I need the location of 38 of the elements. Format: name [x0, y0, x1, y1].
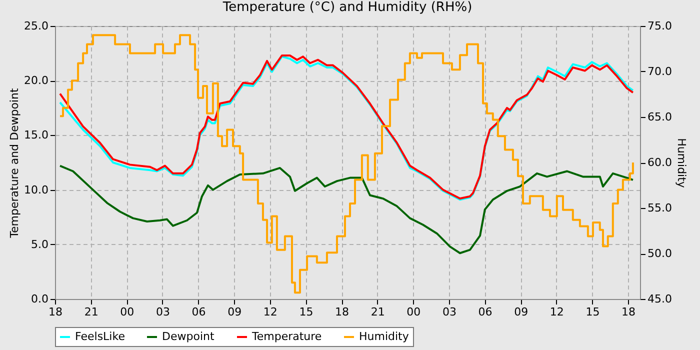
y2-tick-label: 45.0 [648, 292, 672, 306]
x-tick-label: 12 [263, 306, 278, 318]
chart-title: Temperature (°C) and Humidity (RH%) [222, 0, 472, 15]
y-axis-title: Temperature and Dewpoint [8, 87, 22, 239]
y2-axis-title: Humidity [674, 138, 688, 188]
y-tick-label: 0.0 [31, 292, 48, 306]
y2-tick-label: 50.0 [648, 247, 672, 260]
x-tick-label: 12 [550, 306, 564, 318]
y-tick-label: 5.0 [31, 238, 48, 251]
x-tick-label: 09 [514, 306, 528, 318]
y-tick-label: 15.0 [24, 128, 48, 142]
legend-label: Dewpoint [162, 330, 215, 343]
x-tick-label: 00 [120, 306, 134, 318]
y2-tick-label: 75.0 [648, 20, 672, 32]
x-tick-label: 06 [478, 306, 492, 318]
x-tick-label: 09 [228, 306, 242, 318]
y-tick-label: 20.0 [24, 74, 48, 88]
x-tick-label: 03 [442, 306, 456, 318]
x-tick-label: 21 [370, 306, 385, 318]
x-tick-label: 00 [406, 306, 421, 318]
y2-tick-label: 70.0 [648, 65, 672, 78]
legend-label: Temperature [251, 330, 322, 343]
y2-tick-label: 65.0 [648, 110, 672, 124]
y2-tick-label: 60.0 [648, 156, 672, 169]
line-series [59, 164, 634, 254]
x-tick-label: 15 [299, 306, 314, 318]
legend-label: FeelsLike [75, 330, 126, 343]
x-tick-label: 15 [586, 306, 600, 318]
x-tick-label: 18 [48, 306, 62, 318]
x-tick-label: 06 [192, 306, 206, 318]
y-tick-label: 10.0 [24, 183, 48, 196]
y2-tick-label: 55.0 [648, 202, 672, 214]
x-tick-label: 18 [622, 306, 636, 318]
x-tick-label: 03 [156, 306, 170, 318]
y-tick-label: 25.0 [24, 20, 48, 32]
x-tick-label: 21 [84, 306, 98, 318]
legend-label: Humidity [359, 330, 410, 343]
x-tick-label: 18 [335, 306, 350, 318]
